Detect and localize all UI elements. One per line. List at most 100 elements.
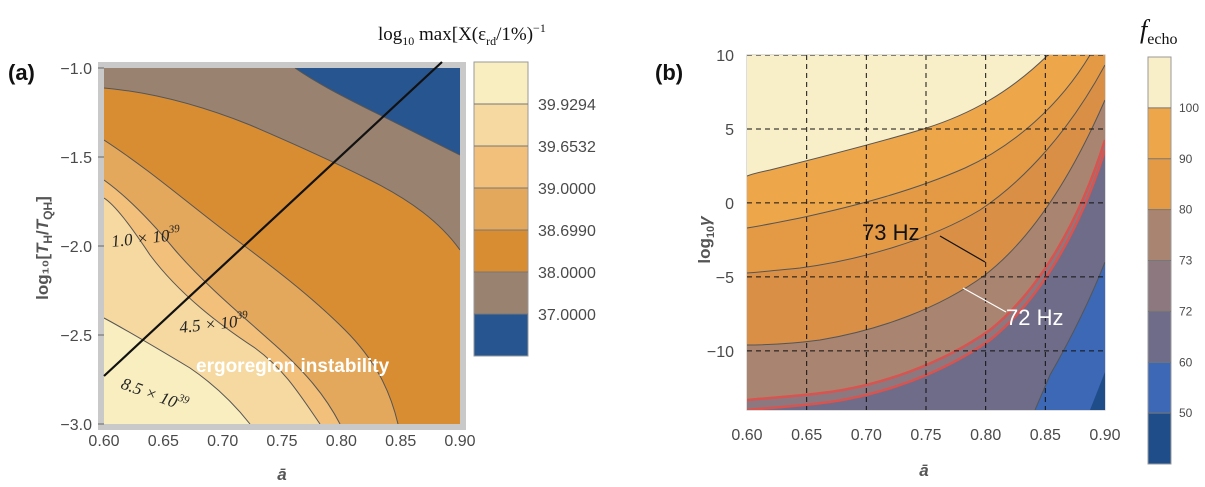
contour-region-37-0 xyxy=(295,68,460,155)
panel-b-colorbar: fecho 100 90 80 73 72 60 50 xyxy=(1140,15,1199,465)
annotation-4-5e39: 4.5 × 1039 xyxy=(178,309,250,337)
x-tick-label: 0.80 xyxy=(326,433,357,450)
panel-a-yticks: −1.0 −1.5 −2.0 −2.5 −3.0 xyxy=(60,61,104,434)
contour-line xyxy=(104,139,399,424)
colorbar-tick-label: 73 xyxy=(1179,254,1193,268)
x-tick-label: 0.85 xyxy=(385,433,416,450)
annotation-ergoregion-instability: ergoregion instability xyxy=(196,356,390,377)
panel-a-plot: 1.0 × 1039 4.5 × 1039 8.5 × 1039 ergoreg… xyxy=(33,61,476,484)
y-tick-label: 10 xyxy=(716,48,734,65)
contour-line xyxy=(747,99,1105,346)
x-tick-label: 0.75 xyxy=(910,427,941,444)
x-tick-label: 0.60 xyxy=(731,427,762,444)
panel-b-colorbar-title: fecho xyxy=(1140,15,1177,48)
colorbar-tick-label: 60 xyxy=(1179,355,1193,369)
contour-region-38-0 xyxy=(104,68,460,250)
colorbar-swatch xyxy=(474,314,528,356)
colorbar-tick-label: 50 xyxy=(1179,406,1193,420)
colorbar-tick-label: 39.0000 xyxy=(538,181,596,198)
colorbar-swatch xyxy=(474,230,528,272)
contour-region-50-60 xyxy=(1035,262,1105,410)
panel-b-xlabel: ā xyxy=(919,461,928,480)
x-tick-label: 0.75 xyxy=(266,433,297,450)
x-tick-label: 0.80 xyxy=(970,427,1001,444)
colorbar-swatch xyxy=(1148,311,1171,363)
colorbar-swatch xyxy=(474,272,528,314)
panel-a-colorbar-ticks: 39.9294 39.6532 39.0000 38.6990 38.0000 37.00… xyxy=(538,97,596,324)
contour-line xyxy=(294,68,460,156)
annotation-73hz: 73 Hz xyxy=(862,220,919,245)
panel-b-tag: (b) xyxy=(655,60,683,85)
contour-line-73hz xyxy=(747,139,1105,402)
x-tick-label: 0.65 xyxy=(791,427,822,444)
colorbar-tick-label: 100 xyxy=(1179,101,1199,115)
x-tick-label: 0.90 xyxy=(444,433,475,450)
colorbar-swatch xyxy=(1148,209,1171,261)
leader-73hz xyxy=(939,235,986,263)
annotation-72hz: 72 Hz xyxy=(1006,305,1063,330)
contour-line xyxy=(747,64,1105,274)
x-tick-label: 0.65 xyxy=(148,433,179,450)
colorbar-swatch xyxy=(474,104,528,146)
colorbar-tick-label: 38.6990 xyxy=(538,223,596,240)
colorbar-tick-label: 39.6532 xyxy=(538,139,596,156)
y-tick-label: −5 xyxy=(716,270,734,287)
colorbar-swatch xyxy=(1148,413,1171,464)
panel-a-ylabel: log₁₀[TH/TQH] xyxy=(33,196,55,300)
panel-b-xticks: 0.60 0.65 0.70 0.75 0.80 0.85 0.90 xyxy=(731,427,1120,444)
contour-line xyxy=(104,317,251,424)
colorbar-tick-label: 38.0000 xyxy=(538,265,596,282)
ergoregion-boundary-line xyxy=(103,61,443,377)
panel-b-yticks: 10 5 0 −5 −10 xyxy=(707,48,734,361)
colorbar-swatch xyxy=(1148,260,1171,312)
colorbar-swatch xyxy=(474,62,528,104)
contour-line xyxy=(104,197,321,424)
colorbar-swatch xyxy=(474,146,528,188)
contour-line xyxy=(747,55,1049,177)
colorbar-frame xyxy=(473,61,529,357)
y-tick-label: 5 xyxy=(725,122,734,139)
panel-b-grid xyxy=(747,55,1105,410)
y-tick-label: −1.5 xyxy=(60,150,92,167)
panel-b-colorbar-ticks: 100 90 80 73 72 60 50 xyxy=(1179,101,1199,420)
contour-line xyxy=(747,55,1091,229)
contour-line xyxy=(1034,261,1105,410)
colorbar-swatch xyxy=(474,188,528,230)
contour-region-top xyxy=(747,55,1048,176)
y-tick-label: −2.5 xyxy=(60,328,92,345)
contour-line-72hz xyxy=(747,149,1105,410)
x-tick-label: 0.70 xyxy=(207,433,238,450)
panel-a-xticks: 0.60 0.65 0.70 0.75 0.80 0.85 0.90 xyxy=(88,433,475,450)
panel-a-colorbar-swatches xyxy=(473,61,529,357)
colorbar-swatch xyxy=(1148,158,1171,210)
contour-line xyxy=(104,179,341,424)
colorbar-swatch xyxy=(1148,57,1171,108)
panel-b-colorbar-swatches xyxy=(1147,56,1172,465)
panel-a-xlabel: ā xyxy=(277,465,286,484)
y-tick-label: 0 xyxy=(725,196,734,213)
y-tick-label: −10 xyxy=(707,344,734,361)
x-tick-label: 0.90 xyxy=(1089,427,1120,444)
colorbar-swatch xyxy=(1148,107,1171,159)
colorbar-tick-label: 72 xyxy=(1179,304,1193,318)
contour-line xyxy=(104,87,460,251)
colorbar-tick-label: 80 xyxy=(1179,203,1193,217)
colorbar-tick-label: 90 xyxy=(1179,152,1193,166)
x-tick-label: 0.85 xyxy=(1030,427,1061,444)
y-tick-label: −2.0 xyxy=(60,239,92,256)
contour-region-below-50 xyxy=(1090,372,1105,410)
x-tick-label: 0.70 xyxy=(851,427,882,444)
panel-a-tag: (a) xyxy=(8,60,35,85)
colorbar-tick-label: 37.0000 xyxy=(538,307,596,324)
y-tick-label: −3.0 xyxy=(60,417,92,434)
colorbar-swatch xyxy=(1148,362,1171,414)
x-tick-label: 0.60 xyxy=(88,433,119,450)
leader-72hz xyxy=(962,287,1007,313)
panel-a-colorbar: log10 max[X(εrd/1%)−1 39.9294 39.6532 39.0… xyxy=(378,21,596,357)
panel-a-colorbar-title: log10 max[X(εrd/1%)−1 xyxy=(378,21,546,48)
panel-b-ylabel: log10γ xyxy=(695,215,717,264)
y-tick-label: −1.0 xyxy=(60,61,92,78)
colorbar-tick-label: 39.9294 xyxy=(538,97,596,114)
